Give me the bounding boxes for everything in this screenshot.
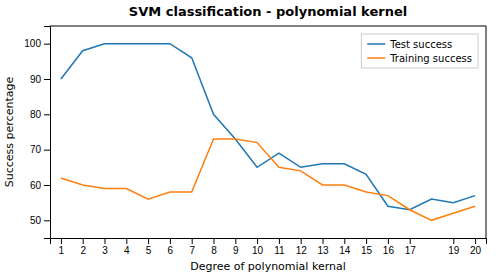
tick-label: 12 xyxy=(296,245,308,256)
tick: 11 xyxy=(274,238,285,256)
tick-label: 16 xyxy=(383,245,395,256)
tick-label: 7 xyxy=(189,245,195,256)
tick-mark xyxy=(388,238,389,244)
tick-mark xyxy=(44,79,50,80)
tick: 15 xyxy=(361,238,373,256)
tick-label: 11 xyxy=(274,245,285,256)
tick-mark xyxy=(323,238,324,244)
tick-mark xyxy=(44,220,50,221)
tick: 6 xyxy=(168,238,174,256)
tick-label: 13 xyxy=(317,245,329,256)
plot: 1234567891011121314151617192050607080901… xyxy=(24,26,486,256)
tick-label: 15 xyxy=(361,245,373,256)
x-axis-title: Degree of polynomial kernal xyxy=(190,260,346,273)
tick-label: 70 xyxy=(30,144,42,155)
tick: 12 xyxy=(296,238,308,256)
tick: 14 xyxy=(339,238,351,256)
tick-mark xyxy=(453,238,454,244)
frame xyxy=(50,26,486,27)
lines xyxy=(61,44,475,221)
tick-mark xyxy=(44,114,50,115)
tick-mark xyxy=(475,238,476,244)
tick: 13 xyxy=(317,238,329,256)
tick-mark xyxy=(148,238,149,244)
tick-label: 9 xyxy=(233,245,239,256)
legend-label: Training success xyxy=(389,53,472,64)
tick-label: 90 xyxy=(30,74,42,85)
series-line xyxy=(61,44,475,210)
tick: 2 xyxy=(80,238,86,256)
x-axis: 12345678910111213141516171920 xyxy=(51,238,487,256)
tick: 100 xyxy=(24,38,50,49)
tick: 16 xyxy=(383,238,395,256)
axis-line xyxy=(44,27,51,239)
tick: 70 xyxy=(30,144,50,155)
tick-mark xyxy=(44,150,50,151)
tick-mark xyxy=(61,238,62,244)
tick: 17 xyxy=(405,238,417,256)
tick: 50 xyxy=(30,215,50,226)
tick-label: 8 xyxy=(211,245,217,256)
tick-label: 2 xyxy=(80,245,86,256)
legend: Test success Training success xyxy=(361,34,478,68)
tick: 60 xyxy=(30,180,50,191)
y-axis: 50 60 70 80 90 100 xyxy=(24,27,50,239)
tick-mark xyxy=(279,238,280,244)
tick-label: 4 xyxy=(124,245,130,256)
tick: 9 xyxy=(233,238,239,256)
tick: 7 xyxy=(189,238,195,256)
legend-swatch xyxy=(367,43,385,45)
tick-mark xyxy=(44,185,50,186)
tick-mark xyxy=(301,238,302,244)
tick-mark xyxy=(366,238,367,244)
series-line xyxy=(61,139,475,220)
tick-mark xyxy=(344,238,345,244)
axis-line xyxy=(51,239,487,245)
tick-label: 19 xyxy=(448,245,460,256)
tick-mark xyxy=(410,238,411,244)
y-axis-title: Success percentage xyxy=(3,77,16,188)
tick-label: 80 xyxy=(30,109,42,120)
tick: 5 xyxy=(146,238,152,256)
tick-mark xyxy=(126,238,127,244)
title: SVM classification - polynomial kernel xyxy=(129,4,407,19)
tick: 80 xyxy=(30,109,50,120)
tick-mark xyxy=(170,238,171,244)
tick-mark xyxy=(44,44,50,45)
tick-label: 1 xyxy=(59,245,65,256)
chart: 1234567891011121314151617192050607080901… xyxy=(0,0,500,276)
tick: 4 xyxy=(124,238,130,256)
tick-mark xyxy=(257,238,258,244)
tick-mark xyxy=(192,238,193,244)
tick-label: 20 xyxy=(470,245,482,256)
tick-mark xyxy=(214,238,215,244)
tick: 10 xyxy=(252,238,264,256)
tick-label: 3 xyxy=(102,245,108,256)
legend-item: Training success xyxy=(367,53,472,64)
legend-label: Test success xyxy=(389,39,452,50)
tick-label: 10 xyxy=(252,245,264,256)
tick: 20 xyxy=(470,238,482,256)
tick-mark xyxy=(83,238,84,244)
tick-mark xyxy=(105,238,106,244)
tick-label: 5 xyxy=(146,245,152,256)
legend-swatch xyxy=(367,57,385,59)
tick-label: 17 xyxy=(405,245,417,256)
tick-label: 6 xyxy=(168,245,174,256)
tick-mark xyxy=(235,238,236,244)
frame xyxy=(486,26,487,238)
legend-frame xyxy=(361,34,478,68)
tick: 90 xyxy=(30,74,50,85)
tick: 19 xyxy=(448,238,460,256)
tick: 8 xyxy=(211,238,217,256)
tick: 3 xyxy=(102,238,108,256)
legend-item: Test success xyxy=(367,39,452,50)
tick-label: 60 xyxy=(30,180,42,191)
tick-label: 50 xyxy=(30,215,42,226)
tick-label: 14 xyxy=(339,245,351,256)
tick-label: 100 xyxy=(24,38,41,49)
tick: 1 xyxy=(59,238,65,256)
